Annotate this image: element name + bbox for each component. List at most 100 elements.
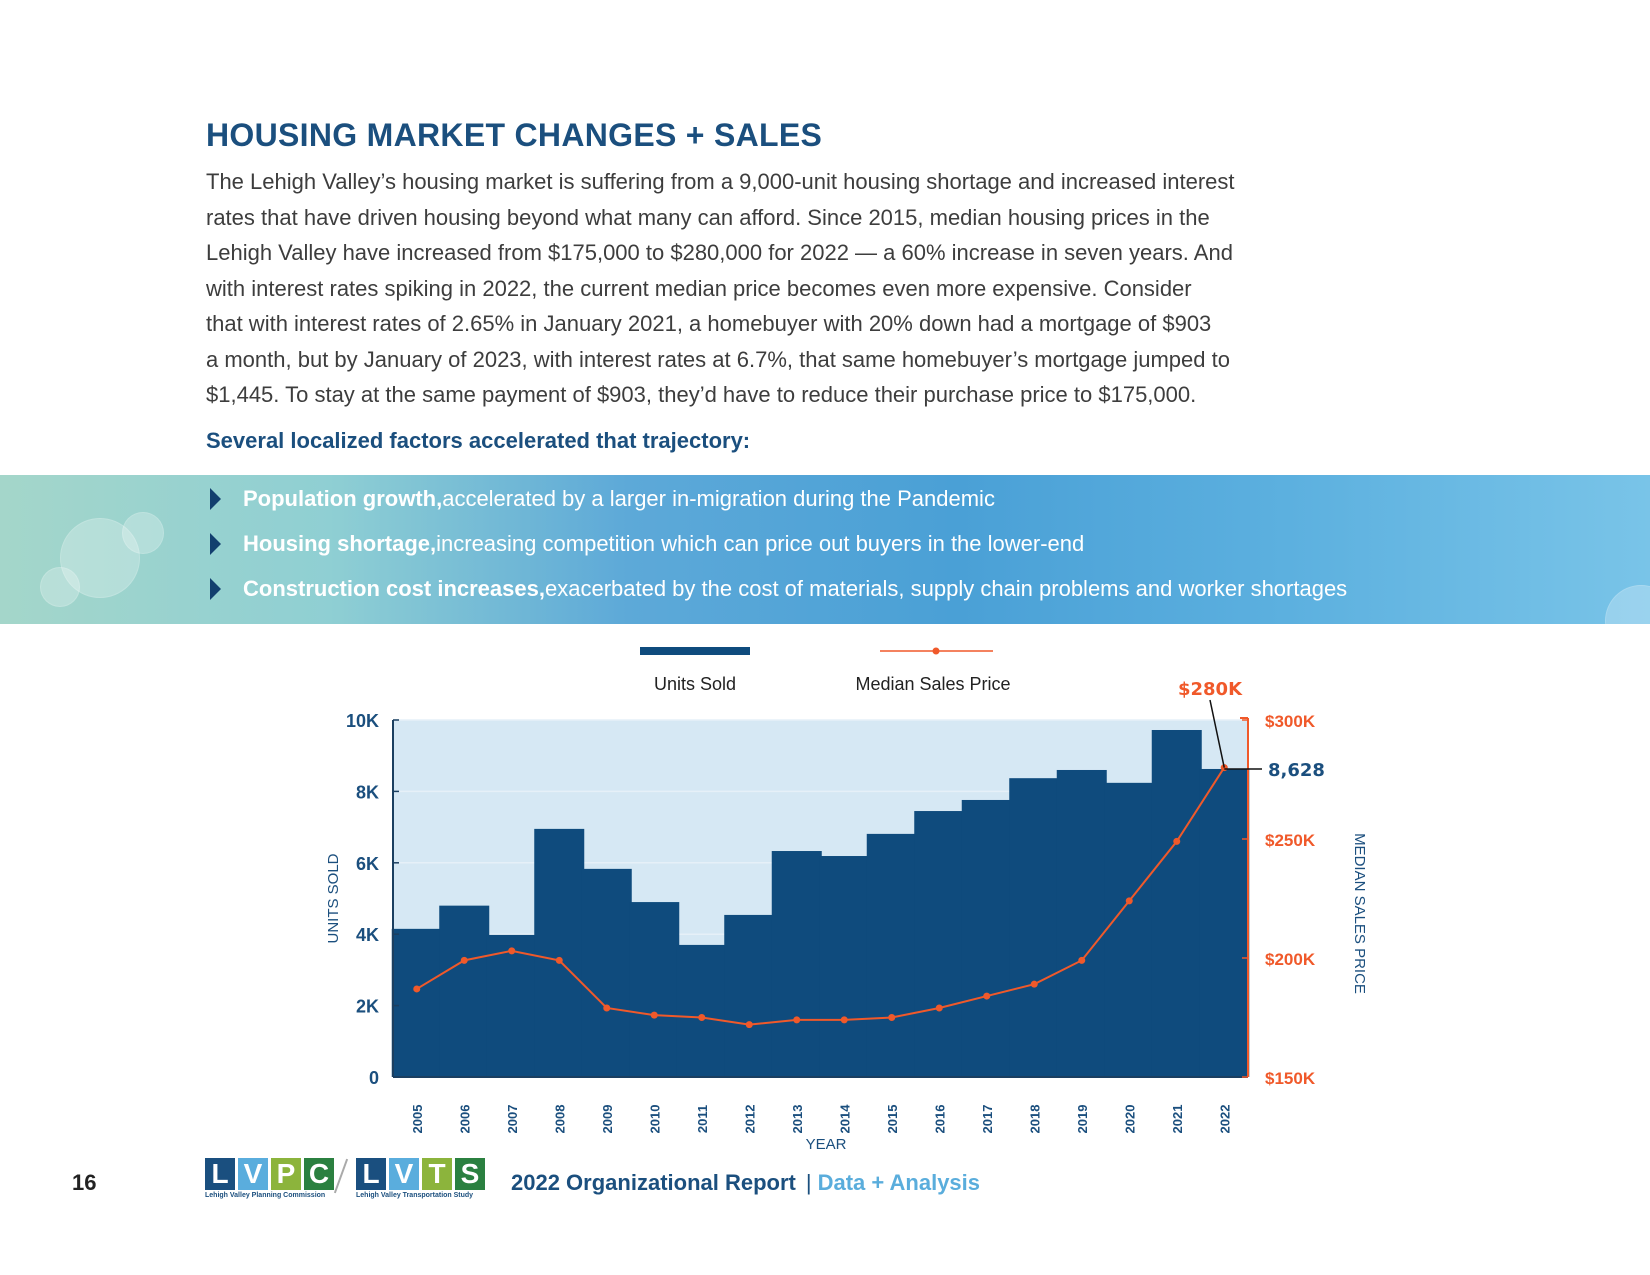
- x-tick-label: 2010: [647, 1105, 662, 1134]
- factor-item: Housing shortage, increasing competition…: [210, 529, 1084, 559]
- bar-units-sold: [819, 856, 870, 1077]
- factors-subheading: Several localized factors accelerated th…: [206, 428, 751, 453]
- left-tick-label: 10K: [346, 711, 379, 731]
- left-tick-label: 2K: [356, 997, 379, 1017]
- bar-units-sold: [629, 902, 680, 1077]
- intro-paragraph: The Lehigh Valley’s housing market is su…: [206, 164, 1306, 413]
- x-tick-label: 2005: [410, 1105, 425, 1134]
- footer-separator: |: [805, 1170, 812, 1195]
- bar-units-sold: [1151, 729, 1202, 1077]
- x-tick-label: 2018: [1027, 1105, 1042, 1134]
- x-tick-label: 2009: [600, 1105, 615, 1134]
- paragraph-line: a month, but by January of 2023, with in…: [206, 346, 1230, 372]
- x-tick-label: 2016: [932, 1105, 947, 1134]
- housing-chart: 0 2K 4K 6K 8K 10K $150K $200K $250K $300K 2005 2006…: [325, 647, 1368, 1153]
- factor-text: accelerated by a larger in-migration dur…: [442, 486, 995, 511]
- bar-units-sold: [914, 811, 965, 1077]
- factor-title: Construction cost increases,: [243, 576, 545, 601]
- decorative-bubble: [40, 567, 80, 607]
- factor-title: Population growth,: [243, 486, 443, 511]
- factor-item: Construction cost increases, exacerbated…: [210, 574, 1347, 604]
- decorative-bubble: [1605, 585, 1650, 624]
- bar-units-sold: [391, 928, 442, 1077]
- bar-units-sold: [724, 914, 775, 1077]
- point-median-sales-price: [603, 1004, 611, 1012]
- point-median-sales-price: [508, 947, 516, 955]
- legend-label-units-sold: Units Sold: [654, 674, 736, 694]
- page-number: 16: [72, 1170, 97, 1195]
- logo-letter: L: [205, 1158, 235, 1190]
- y2-axis-title: MEDIAN SALES PRICE: [1351, 833, 1368, 994]
- bar-units-sold: [581, 868, 632, 1077]
- x-tick-label: 2019: [1075, 1105, 1090, 1134]
- logo-caption: Lehigh Valley Planning Commission: [205, 1192, 326, 1199]
- point-median-sales-price: [650, 1011, 658, 1019]
- factor-text: increasing competition which can price o…: [436, 531, 1085, 556]
- point-median-sales-price: [413, 985, 421, 993]
- point-median-sales-price: [698, 1014, 706, 1021]
- right-tick-label: $250K: [1265, 831, 1316, 850]
- factor-title: Housing shortage,: [243, 531, 437, 556]
- logo-letter: S: [455, 1158, 485, 1190]
- factor-text: exacerbated by the cost of materials, su…: [544, 576, 1348, 601]
- bar-units-sold: [961, 799, 1012, 1077]
- paragraph-line: rates that have driven housing beyond wh…: [206, 204, 1210, 230]
- bar-units-sold: [866, 833, 917, 1077]
- left-tick-label: 0: [369, 1068, 379, 1088]
- x-tick-label: 2011: [695, 1105, 710, 1133]
- footer-report-title: 2022 Organizational Report | Data + Analys…: [511, 1170, 980, 1196]
- point-median-sales-price: [1030, 980, 1038, 988]
- decorative-bubble: [122, 512, 164, 554]
- bar-units-sold: [1056, 769, 1107, 1077]
- x-tick-label: 2022: [1217, 1105, 1232, 1134]
- factor-item: Population growth, accelerated by a larg…: [210, 484, 995, 514]
- point-median-sales-price: [1173, 837, 1181, 845]
- legend-marker-median-sales-price: [932, 647, 940, 655]
- paragraph-line: that with interest rates of 2.65% in Jan…: [206, 311, 1212, 336]
- point-median-sales-price: [983, 992, 991, 1000]
- point-median-sales-price: [888, 1014, 896, 1021]
- bar-units-sold: [439, 905, 490, 1077]
- chevron-right-icon: [210, 533, 221, 555]
- right-tick-label: $300K: [1265, 712, 1316, 731]
- logo-divider: [333, 1158, 349, 1194]
- annotation-units-label: 8,628: [1268, 760, 1325, 781]
- logo-letter: L: [356, 1158, 386, 1190]
- x-tick-label: 2007: [505, 1105, 520, 1134]
- bar-units-sold: [676, 944, 727, 1077]
- left-tick-label: 6K: [356, 854, 379, 874]
- logo-letter: P: [271, 1158, 301, 1190]
- factors-banner: Population growth, accelerated by a larg…: [0, 475, 1650, 624]
- logo-letter: T: [422, 1158, 452, 1190]
- x-tick-label: 2021: [1170, 1105, 1185, 1134]
- point-median-sales-price: [1125, 897, 1133, 905]
- x-tick-label: 2012: [742, 1105, 757, 1134]
- paragraph-line: with interest rates spiking in 2022, the…: [206, 275, 1192, 301]
- x-tick-label: 2008: [552, 1105, 567, 1134]
- point-median-sales-price: [745, 1021, 753, 1029]
- left-tick-label: 8K: [356, 782, 379, 802]
- bar-units-sold: [1009, 778, 1060, 1077]
- point-median-sales-price: [840, 1016, 848, 1024]
- logo-caption: Lehigh Valley Transportation Study: [356, 1192, 474, 1199]
- x-tick-label: 2014: [837, 1104, 852, 1134]
- chevron-right-icon: [210, 578, 221, 600]
- right-tick-label: $150K: [1265, 1069, 1316, 1088]
- paragraph-line: Lehigh Valley have increased from $175,0…: [206, 240, 1233, 265]
- logo-letter: V: [238, 1158, 268, 1190]
- point-median-sales-price: [460, 956, 468, 964]
- bar-units-sold: [771, 851, 822, 1077]
- legend-swatch-units-sold: [640, 647, 750, 655]
- point-median-sales-price: [935, 1004, 943, 1012]
- line-median-sales-price: [416, 767, 1226, 1026]
- legend-label-median-sales-price: Median Sales Price: [855, 674, 1010, 694]
- bar-units-sold: [534, 828, 585, 1077]
- bar-units-sold: [1104, 782, 1155, 1077]
- logo-letter: C: [304, 1158, 334, 1190]
- point-median-sales-price: [555, 956, 563, 964]
- x-tick-label: 2017: [980, 1105, 995, 1134]
- point-median-sales-price: [1078, 956, 1086, 964]
- y-axis-title: UNITS SOLD: [325, 853, 342, 943]
- annotation-price-label: $280K: [1178, 679, 1243, 700]
- lvpc-logo: L V P C Lehigh Valley Planning Commissio…: [205, 1158, 334, 1199]
